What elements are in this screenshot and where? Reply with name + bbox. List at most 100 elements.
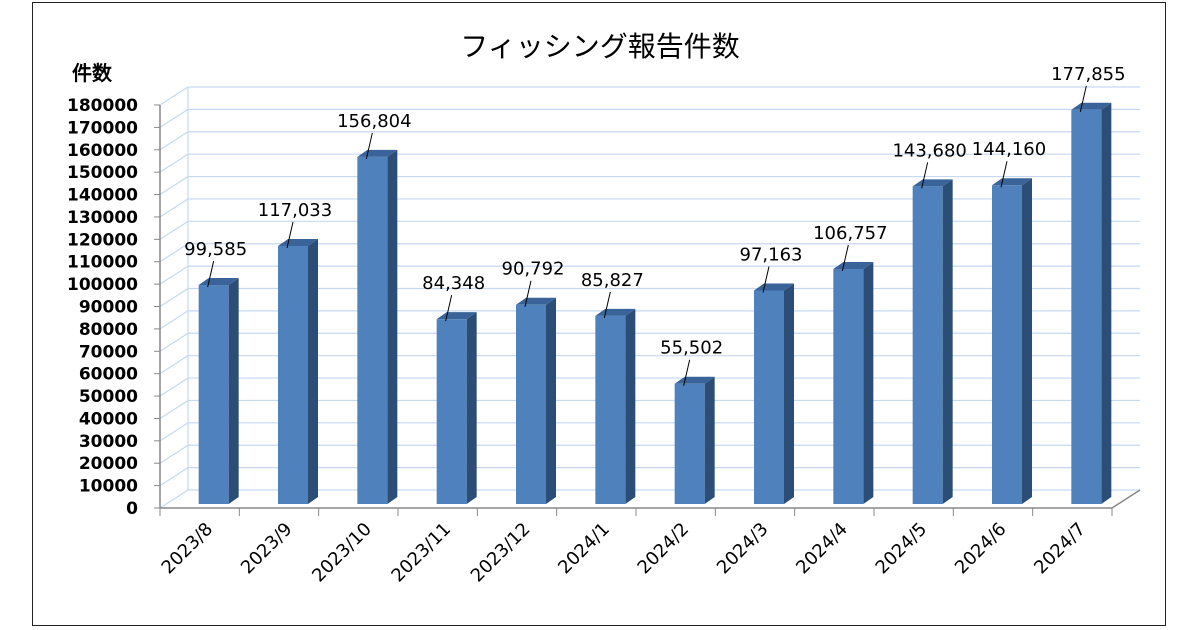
y-tick-label: 150000 xyxy=(67,163,138,183)
bar-side xyxy=(784,283,794,504)
data-label-leader xyxy=(683,359,691,386)
y-tick-label: 60000 xyxy=(79,365,138,385)
x-tick-label: 2023/9 xyxy=(237,519,297,579)
data-label-leader xyxy=(1000,161,1008,188)
data-label-leader xyxy=(921,162,929,189)
y-tick-label: 180000 xyxy=(67,96,138,116)
gridline-side xyxy=(159,108,189,128)
gridline-side xyxy=(159,467,189,487)
gridline-side xyxy=(159,310,189,330)
x-tick-label: 2024/5 xyxy=(872,519,932,579)
y-tick-label: 170000 xyxy=(67,118,138,138)
data-label-leader xyxy=(445,295,453,322)
bar-front xyxy=(516,304,546,504)
gridline-side xyxy=(159,489,189,509)
bar-front xyxy=(198,285,229,504)
data-label: 117,033 xyxy=(258,200,332,221)
bar-front xyxy=(912,186,943,504)
data-label: 84,348 xyxy=(422,273,485,294)
x-tick-label: 2024/4 xyxy=(792,519,852,579)
y-tick-label: 160000 xyxy=(67,141,138,161)
x-tick-label: 2023/8 xyxy=(158,519,218,579)
bar-front xyxy=(278,245,308,504)
data-label-leader xyxy=(841,244,849,272)
bar xyxy=(198,278,239,504)
y-tick-label: 40000 xyxy=(79,409,138,429)
data-label: 97,163 xyxy=(740,244,803,265)
data-labels: 99,585 117,033 156,804 84,348 90,792 85,827 55… xyxy=(184,64,1126,386)
bar-side xyxy=(704,376,715,504)
y-tick-label: 130000 xyxy=(67,208,138,228)
y-tick-label: 110000 xyxy=(67,253,138,273)
bar-side xyxy=(466,312,477,504)
data-label-leader xyxy=(365,132,373,160)
bar-side xyxy=(1101,102,1112,504)
y-tick-label: 120000 xyxy=(67,230,138,250)
bar xyxy=(595,308,636,504)
data-label-leader xyxy=(762,266,770,293)
y-tick-label: 70000 xyxy=(79,342,138,362)
x-tick-label: 2024/1 xyxy=(554,519,614,579)
bar-front xyxy=(754,290,784,504)
x-tick-label: 2023/12 xyxy=(467,519,535,587)
bars xyxy=(198,102,1112,505)
data-label-leader xyxy=(1079,85,1087,112)
bar xyxy=(833,261,874,504)
x-tick-label: 2024/2 xyxy=(634,519,694,579)
bar-front xyxy=(833,268,864,504)
bar-front xyxy=(595,315,626,504)
y-tick-label: 20000 xyxy=(79,454,138,474)
axes xyxy=(154,104,1141,516)
bar-side xyxy=(387,149,398,504)
x-tick-label: 2023/11 xyxy=(387,519,455,587)
y-tick-label: 90000 xyxy=(79,298,138,318)
bar xyxy=(436,312,477,504)
data-label: 156,804 xyxy=(337,111,411,132)
x-tick-label: 2023/10 xyxy=(308,519,376,587)
bar-side xyxy=(228,278,239,504)
gridline-side xyxy=(159,332,189,352)
y-axis-label: 件数 xyxy=(72,61,113,85)
x-tick-label: 2024/6 xyxy=(951,519,1011,579)
bar-front xyxy=(674,383,705,504)
y-tick-label: 0 xyxy=(126,499,138,519)
gridline-side xyxy=(159,444,189,464)
gridline-side xyxy=(159,86,189,106)
gridline-side xyxy=(159,355,189,375)
gridline-side xyxy=(159,220,189,240)
bar-front xyxy=(357,156,388,504)
x-tick-label: 2024/7 xyxy=(1030,519,1090,579)
bar xyxy=(1071,102,1112,504)
data-label: 85,827 xyxy=(581,270,644,291)
bar xyxy=(754,283,794,504)
data-label: 144,160 xyxy=(972,139,1046,160)
chart-title: フィッシング報告件数 xyxy=(460,30,739,63)
gridline-side xyxy=(159,265,189,285)
bar-side xyxy=(625,308,636,504)
bar-side xyxy=(308,238,318,504)
data-label: 55,502 xyxy=(660,338,723,359)
y-tick-label: 50000 xyxy=(79,387,138,407)
data-label: 99,585 xyxy=(184,239,247,260)
data-label: 177,855 xyxy=(1051,64,1125,85)
data-label-leader xyxy=(286,221,294,249)
gridline-side xyxy=(159,399,189,419)
gridlines xyxy=(159,86,1140,509)
bar-side xyxy=(942,179,953,504)
gridline-side xyxy=(159,287,189,308)
data-label: 106,757 xyxy=(813,223,887,244)
y-tick-label: 80000 xyxy=(79,320,138,340)
x-tick-labels: 2023/8 2023/9 2023/10 2023/11 2023/12 2024/1 2… xyxy=(158,519,1090,587)
y-tick-label: 10000 xyxy=(79,477,138,497)
gridline-side xyxy=(159,131,189,151)
bar xyxy=(278,238,318,504)
gridline-side xyxy=(159,176,189,196)
gridline-side xyxy=(159,422,189,442)
gridline-side xyxy=(159,243,189,263)
data-label-leader xyxy=(207,260,215,288)
bar xyxy=(674,376,715,504)
data-label: 90,792 xyxy=(502,259,565,280)
bar xyxy=(357,149,398,504)
bar-front xyxy=(436,319,467,504)
